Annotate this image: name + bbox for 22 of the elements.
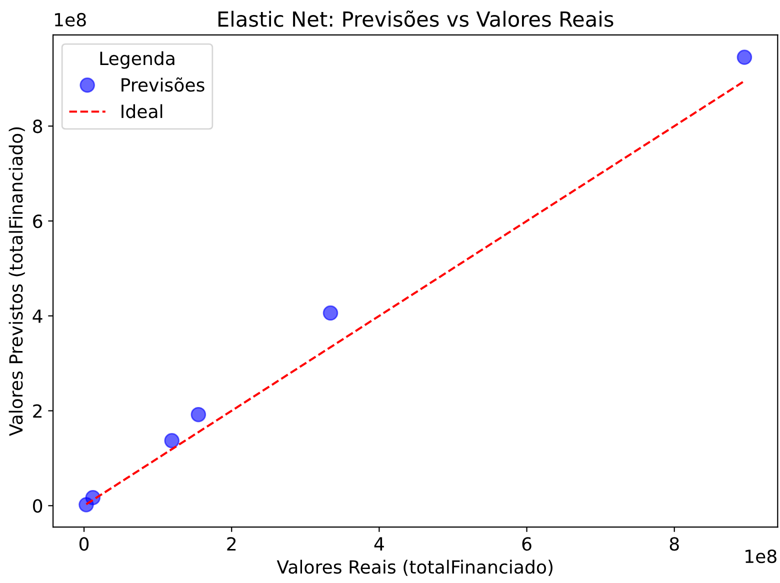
x-axis-title: Valores Reais (totalFinanciado) — [276, 560, 552, 576]
point — [322, 305, 338, 321]
legend-label: Ideal — [122, 104, 162, 118]
x-tick-label: 8 — [670, 537, 679, 551]
point — [736, 50, 752, 65]
x-tick-label: 4 — [374, 537, 384, 550]
x-tick-label: 6 — [522, 537, 532, 551]
y-tick-label: 2 — [33, 404, 42, 418]
y-tick-label: 4 — [32, 310, 42, 323]
legend-label: Previsões — [122, 77, 204, 92]
y-tick-label: 8 — [33, 120, 42, 134]
y-tick-label: 6 — [33, 214, 42, 228]
point — [190, 406, 206, 422]
legend-title: Legenda — [100, 51, 174, 69]
chart-title: Elastic Net: Previsões vs Valores Reais — [218, 10, 614, 27]
y-axis-title: Valores Previstos (totalFinanciado) — [8, 127, 25, 436]
x-tick-label: 2 — [227, 537, 236, 550]
text: 1e8 — [55, 12, 86, 27]
text: 1e8 — [746, 549, 776, 564]
y-tick-label: 0 — [33, 499, 42, 513]
point — [164, 433, 180, 448]
x-tick-label: 0 — [79, 537, 89, 551]
